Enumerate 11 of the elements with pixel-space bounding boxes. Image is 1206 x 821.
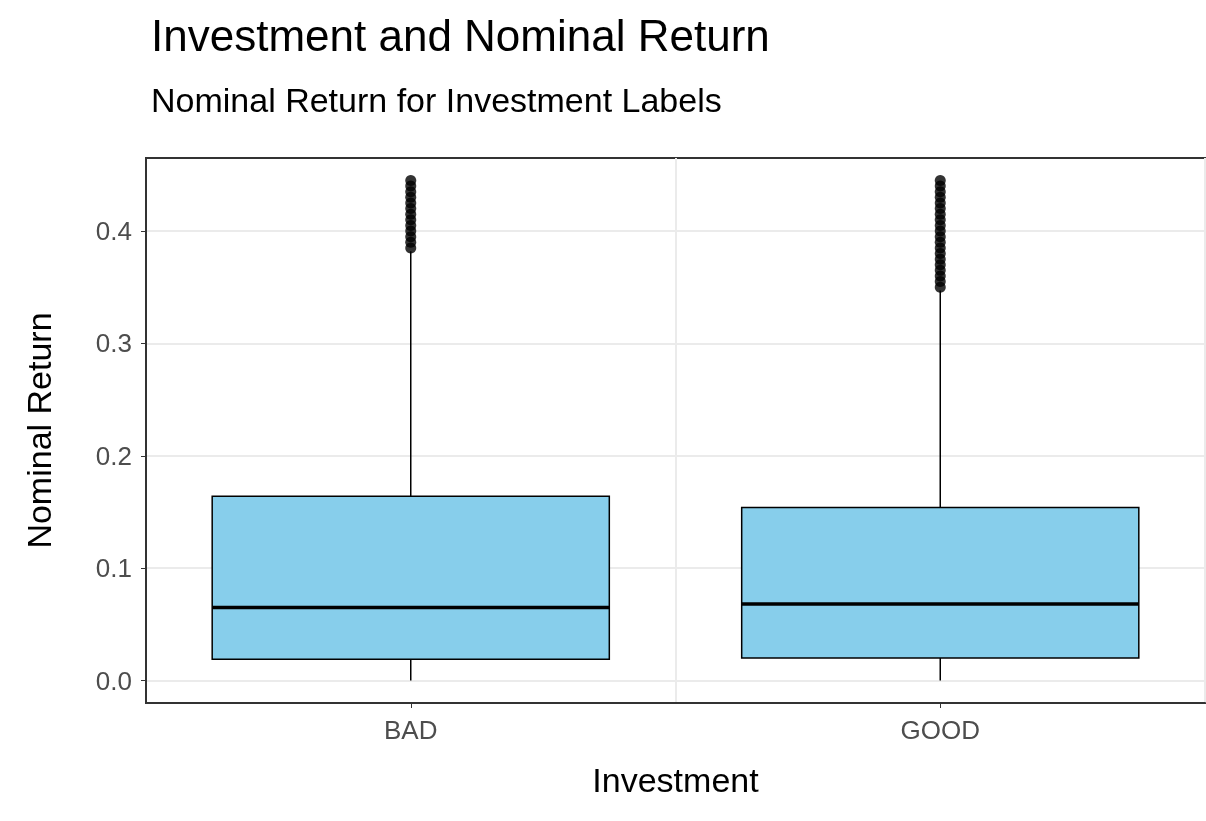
x-axis-title: Investment bbox=[592, 761, 760, 799]
chart-title: Investment and Nominal Return bbox=[151, 10, 770, 60]
y-axis-title: Nominal Return bbox=[20, 312, 58, 549]
y-tick-label: 0.4 bbox=[95, 216, 132, 247]
y-tick-label: 0.1 bbox=[95, 553, 132, 584]
chart-subtitle: Nominal Return for Investment Labels bbox=[151, 81, 722, 119]
x-tick-label: BAD bbox=[384, 715, 438, 745]
y-tick-label: 0.3 bbox=[95, 328, 132, 359]
y-tick-label: 0.0 bbox=[95, 665, 132, 696]
y-tick-label: 0.2 bbox=[95, 440, 132, 471]
x-tick-label: GOOD bbox=[900, 715, 980, 745]
